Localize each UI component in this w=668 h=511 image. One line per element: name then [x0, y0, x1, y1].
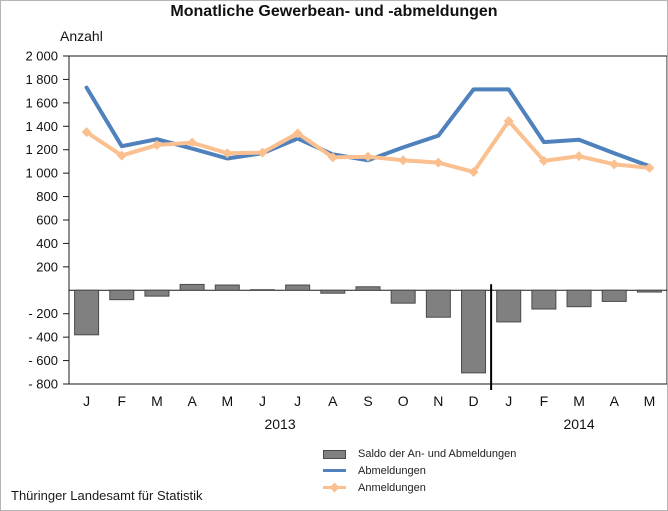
marker-anmeldungen-diamond	[433, 157, 444, 168]
x-month-label: N	[433, 393, 443, 409]
marker-anmeldungen-diamond	[538, 155, 549, 166]
x-month-label: M	[221, 393, 233, 409]
x-month-label: D	[468, 393, 478, 409]
y-tick-label: 1 000	[25, 166, 58, 181]
marker-anmeldungen-diamond	[327, 152, 338, 163]
bar-saldo	[496, 289, 522, 323]
y-tick-label: 2 000	[25, 49, 58, 64]
plot-border	[68, 55, 667, 385]
legend-label-saldo: Saldo der An- und Abmeldungen	[358, 447, 517, 460]
marker-anmeldungen-diamond	[574, 151, 585, 162]
x-month-label: M	[644, 393, 656, 409]
legend-item-anmeldungen: Anmeldungen	[323, 481, 516, 494]
x-month-label: A	[610, 393, 620, 409]
y-tick-label: - 800	[28, 377, 58, 392]
bar-saldo	[320, 289, 346, 294]
line-anmeldungen	[84, 119, 652, 174]
legend-item-abmeldungen: Abmeldungen	[323, 464, 516, 477]
bar-saldo	[109, 289, 135, 301]
y-tick-label: - 600	[28, 353, 58, 368]
bar-saldo	[636, 289, 662, 293]
x-month-label: A	[328, 393, 338, 409]
legend-item-saldo: Saldo der An- und Abmeldungen	[323, 447, 516, 460]
bar-saldo	[425, 289, 451, 318]
marker-anmeldungen-diamond	[468, 166, 479, 177]
y-tick-label: - 400	[28, 330, 58, 345]
marker-anmeldungen-diamond	[187, 137, 198, 148]
y-tick-label: 400	[36, 236, 58, 251]
legend-swatch-bar	[323, 447, 346, 460]
x-month-label: A	[187, 393, 197, 409]
bar-saldo	[214, 284, 240, 291]
chart-title: Monatliche Gewerbean- und -abmeldungen	[170, 3, 498, 20]
bar-saldo	[461, 289, 487, 374]
x-year-label: 2013	[264, 416, 295, 432]
y-tick-label: 200	[36, 259, 58, 274]
legend-label-anmeldungen: Anmeldungen	[358, 481, 426, 494]
y-tick-label: 800	[36, 189, 58, 204]
bar-saldo	[531, 289, 557, 310]
legend-swatch-blue-line	[323, 464, 346, 477]
bar-saldo	[566, 289, 592, 308]
bar-saldo	[601, 289, 627, 302]
y-tick-label: 1 600	[25, 95, 58, 110]
marker-anmeldungen-diamond	[609, 159, 620, 170]
marker-anmeldungen-diamond	[398, 155, 409, 166]
y-tick-label: 1 400	[25, 119, 58, 134]
marker-anmeldungen-diamond	[503, 116, 514, 127]
bar-saldo	[285, 284, 311, 291]
bar-saldo	[355, 286, 381, 291]
y-tick-label: 1 800	[25, 72, 58, 87]
marker-anmeldungen-diamond	[222, 148, 233, 159]
x-month-label: F	[540, 393, 549, 409]
y-tick-label: - 200	[28, 306, 58, 321]
marker-anmeldungen-diamond	[257, 147, 268, 158]
y-axis-title: Anzahl	[60, 28, 103, 44]
marker-anmeldungen-diamond	[81, 127, 92, 138]
x-month-label: M	[573, 393, 585, 409]
x-month-label: J	[505, 393, 512, 409]
bar-saldo	[390, 289, 416, 304]
legend-swatch-orange-line	[323, 481, 346, 494]
bar-saldo	[144, 289, 170, 297]
x-year-label: 2014	[563, 416, 594, 432]
x-month-label: F	[117, 393, 126, 409]
bar-saldo	[74, 289, 100, 336]
legend: Saldo der An- und Abmeldungen Abmeldunge…	[323, 447, 516, 494]
marker-anmeldungen-diamond	[116, 150, 127, 161]
bar-saldo	[179, 283, 205, 291]
y-tick-label: 1 200	[25, 142, 58, 157]
x-month-label: J	[83, 393, 90, 409]
x-month-label: J	[294, 393, 301, 409]
x-month-label: S	[363, 393, 372, 409]
y-tick-label: 600	[36, 213, 58, 228]
marker-anmeldungen-diamond	[363, 151, 373, 162]
x-month-label: O	[398, 393, 409, 409]
marker-anmeldungen-diamond	[644, 162, 655, 173]
marker-anmeldungen-diamond	[151, 140, 162, 151]
x-month-label: M	[151, 393, 163, 409]
x-month-label: J	[259, 393, 266, 409]
bar-saldo	[249, 289, 275, 291]
marker-anmeldungen-diamond	[292, 128, 303, 139]
source-text: Thüringer Landesamt für Statistik	[11, 488, 203, 503]
legend-label-abmeldungen: Abmeldungen	[358, 464, 426, 477]
